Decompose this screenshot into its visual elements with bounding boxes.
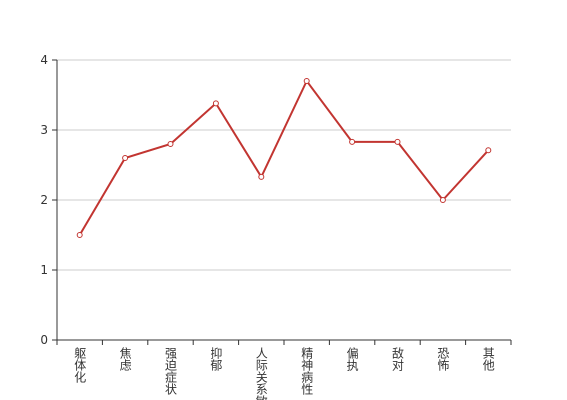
x-tick-label: 敌对 bbox=[391, 346, 405, 371]
y-tick-label: 1 bbox=[40, 263, 48, 277]
x-tick-label: 人际关系敏感 bbox=[254, 347, 268, 400]
x-tick-label: 恐怖 bbox=[436, 347, 450, 371]
x-tick-label: 抑郁 bbox=[209, 346, 223, 372]
x-tick-label: 强迫症状 bbox=[164, 347, 178, 395]
point bbox=[76, 232, 83, 238]
point bbox=[485, 147, 492, 154]
point bbox=[167, 141, 174, 147]
x-tick-label: 其他 bbox=[481, 347, 495, 371]
point bbox=[303, 78, 310, 84]
y-tick-label: 0 bbox=[40, 333, 48, 347]
point bbox=[258, 173, 265, 180]
y-tick-label: 4 bbox=[40, 53, 48, 67]
point bbox=[394, 138, 401, 145]
x-tick-label: 精神病性 bbox=[300, 347, 314, 396]
point bbox=[212, 100, 219, 107]
y-tick-label: 2 bbox=[40, 193, 48, 207]
y-tick-label: 3 bbox=[40, 123, 48, 137]
point bbox=[439, 197, 446, 203]
x-tick-label: 偏执 bbox=[345, 346, 359, 372]
point bbox=[122, 155, 129, 161]
x-tick-label: 躯体化 bbox=[73, 346, 87, 384]
point bbox=[349, 138, 356, 145]
x-tick-label: 焦虑 bbox=[118, 347, 132, 371]
line bbox=[78, 79, 490, 236]
